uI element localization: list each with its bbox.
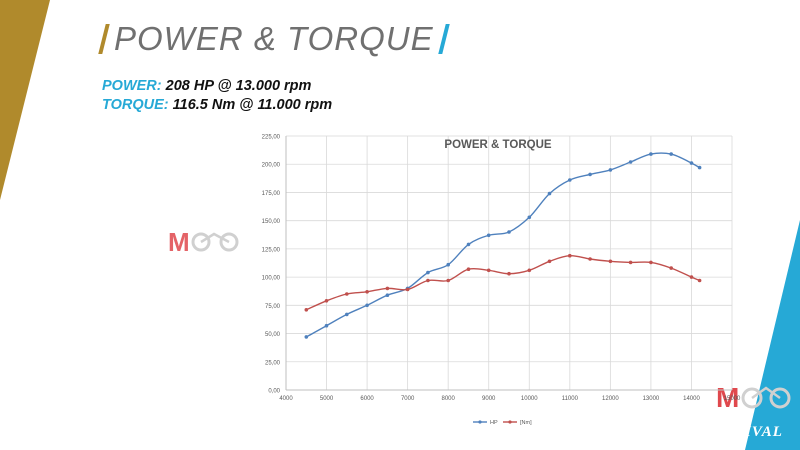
y-tick-label: 0,00 [268, 389, 280, 395]
y-tick-label: 75,00 [265, 304, 281, 310]
legend-label-nm: [Nm] [520, 420, 532, 426]
data-point-hp [628, 160, 633, 164]
torque-spec-line: TORQUE: 116.5 Nm @ 11.000 rpm [102, 97, 332, 113]
svg-text:M: M [168, 227, 190, 256]
chart-title: POWER & TORQUE [444, 139, 551, 151]
torque-label: TORQUE: [102, 97, 169, 113]
data-point-hp [345, 312, 349, 317]
title-left-bar [98, 24, 110, 54]
y-tick-label: 175,00 [262, 191, 281, 197]
data-point-nm [304, 308, 309, 312]
y-tick-label: 100,00 [262, 276, 281, 282]
x-tick-label: 11000 [562, 396, 579, 402]
chart-grid [286, 135, 733, 390]
data-point-hp [649, 152, 653, 156]
chart-legend: HP [Nm] [473, 420, 532, 426]
data-point-hp [324, 323, 329, 328]
data-point-hp [385, 293, 390, 297]
x-tick-label: 6000 [360, 396, 374, 402]
data-point-hp [507, 230, 511, 234]
data-point-nm [345, 292, 349, 296]
data-point-hp [486, 233, 491, 238]
x-tick-label: 5000 [320, 396, 334, 402]
data-point-nm [669, 266, 673, 270]
right-blue-corner-decoration [745, 220, 800, 450]
data-point-hp [527, 215, 532, 220]
x-tick-label: 7000 [401, 396, 415, 402]
legend-marker-hp [478, 420, 482, 424]
data-point-hp [365, 303, 369, 308]
power-value: 208 HP @ 13.000 rpm [165, 78, 312, 94]
data-point-hp [304, 335, 309, 339]
y-tick-label: 50,00 [265, 332, 281, 338]
y-tick-label: 25,00 [265, 360, 281, 366]
x-tick-label: 12000 [602, 396, 619, 402]
y-tick-label: 125,00 [262, 247, 281, 253]
data-point-hp [426, 270, 430, 275]
data-point-nm [628, 260, 633, 265]
power-label: POWER: [102, 78, 162, 94]
y-tick-label: 200,00 [262, 163, 281, 169]
data-point-nm [365, 290, 369, 294]
chart-series [304, 152, 702, 339]
data-point-nm [608, 259, 613, 264]
x-tick-label: 13000 [643, 396, 660, 402]
x-tick-label: 8000 [442, 396, 456, 402]
legend-label-hp: HP [490, 420, 498, 426]
data-point-nm [385, 286, 390, 291]
data-point-hp [697, 165, 702, 170]
x-tick-label: 15000 [724, 396, 741, 402]
power-spec-line: POWER: 208 HP @ 13.000 rpm [102, 78, 311, 94]
torque-value: 116.5 Nm @ 11.000 rpm [172, 97, 333, 113]
x-tick-label: 4000 [279, 396, 293, 402]
data-point-nm [649, 260, 653, 265]
left-gold-corner-decoration [0, 0, 50, 200]
x-tick-label: 14000 [683, 396, 700, 402]
series-line-nm [306, 254, 700, 311]
data-point-hp [547, 191, 552, 196]
slide-title-row: POWER & TORQUE [98, 20, 450, 58]
data-point-nm [689, 275, 694, 279]
data-point-hp [689, 161, 694, 165]
data-point-hp [588, 172, 592, 177]
data-point-nm [527, 268, 532, 273]
data-point-nm [697, 278, 702, 283]
watermark-logo-left: M [168, 226, 242, 261]
y-tick-label: 150,00 [262, 219, 281, 225]
data-point-hp [466, 242, 471, 247]
moto-logo-graphic: M [168, 227, 239, 257]
title-right-bar [437, 24, 450, 54]
data-point-nm [426, 278, 430, 283]
data-point-hp [568, 178, 572, 182]
data-point-nm [446, 278, 450, 283]
legend-marker-nm [508, 420, 512, 424]
data-point-nm [405, 287, 410, 292]
chart-axes: 0,00 25,00 50,00 75,00 100,00 125,00 150,00 175… [262, 135, 741, 403]
data-point-nm [324, 299, 329, 303]
x-tick-label: 10000 [521, 396, 538, 402]
x-tick-label: 9000 [482, 396, 496, 402]
data-point-nm [588, 257, 592, 261]
data-point-nm [507, 271, 511, 276]
data-point-hp [669, 152, 673, 156]
slide-title: POWER & TORQUE [114, 20, 434, 57]
data-point-nm [547, 259, 552, 264]
data-point-hp [608, 168, 613, 172]
y-tick-label: 225,00 [262, 135, 281, 141]
series-line-hp [305, 152, 700, 338]
brand-logo-subtext: RIVAL [734, 424, 783, 440]
data-point-nm [486, 268, 491, 273]
data-point-nm [466, 267, 471, 271]
power-torque-chart: 0,00 25,00 50,00 75,00 100,00 125,00 150,00 175… [262, 135, 741, 427]
data-point-hp [446, 262, 450, 267]
data-point-nm [568, 253, 572, 258]
